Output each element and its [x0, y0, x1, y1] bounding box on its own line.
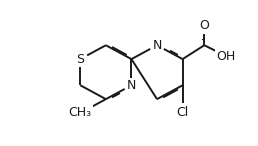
Text: CH₃: CH₃: [69, 106, 92, 119]
Text: O: O: [199, 19, 209, 33]
Text: S: S: [76, 53, 84, 66]
Text: N: N: [127, 79, 136, 92]
Text: Cl: Cl: [176, 106, 189, 119]
Text: N: N: [152, 39, 162, 52]
Text: OH: OH: [216, 49, 236, 62]
